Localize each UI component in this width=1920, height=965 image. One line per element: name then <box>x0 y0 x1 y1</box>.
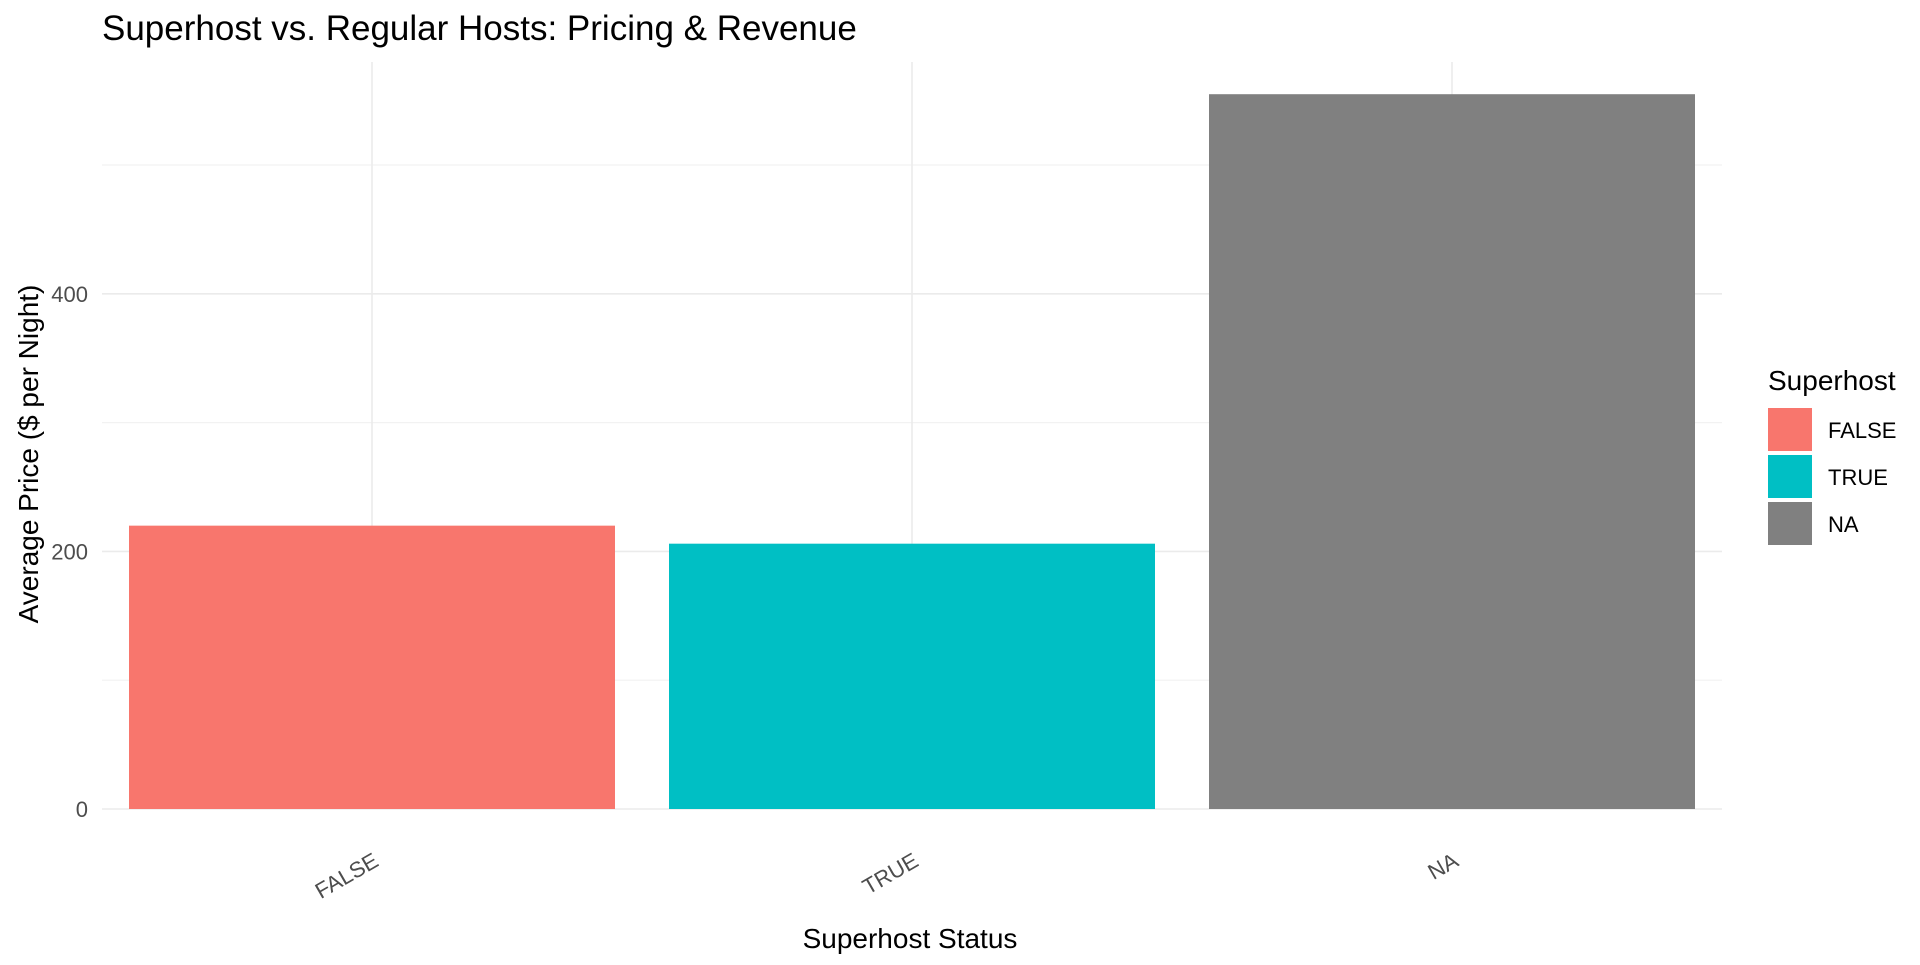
legend-label-true: TRUE <box>1828 465 1888 490</box>
legend-label-na: NA <box>1828 512 1859 537</box>
bar-na <box>1209 94 1695 810</box>
legend-title: Superhost <box>1768 365 1896 396</box>
bars <box>129 94 1695 810</box>
x-axis-ticks: FALSE TRUE NA <box>311 848 1463 904</box>
x-tick-label-true: TRUE <box>858 848 922 900</box>
legend-swatch-na <box>1768 502 1812 545</box>
y-axis-ticks: 0 200 400 <box>51 282 88 822</box>
x-tick-label-false: FALSE <box>311 848 383 904</box>
legend-swatch-true <box>1768 455 1812 498</box>
chart-title: Superhost vs. Regular Hosts: Pricing & R… <box>102 9 857 48</box>
y-axis-title: Average Price ($ per Night) <box>13 285 44 624</box>
x-tick-label-na: NA <box>1424 848 1463 885</box>
legend-items: FALSE TRUE NA <box>1768 408 1896 545</box>
y-tick-label: 0 <box>76 797 88 822</box>
bar-true <box>669 543 1155 809</box>
legend: Superhost FALSE TRUE NA <box>1768 365 1896 545</box>
bar-false <box>129 525 615 809</box>
legend-label-false: FALSE <box>1828 418 1896 443</box>
legend-swatch-false <box>1768 408 1812 451</box>
y-tick-label: 400 <box>51 282 88 307</box>
y-tick-label: 200 <box>51 539 88 564</box>
x-axis-title: Superhost Status <box>803 923 1018 954</box>
